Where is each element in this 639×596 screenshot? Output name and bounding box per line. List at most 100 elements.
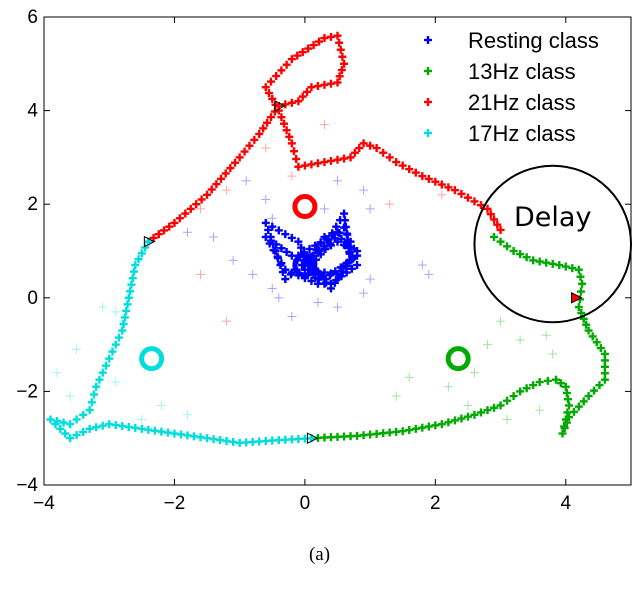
trajectory-point [496, 225, 505, 234]
trajectory-point [226, 164, 235, 173]
legend-label: 21Hz class [468, 90, 576, 115]
trajectory-point [338, 264, 347, 273]
trajectory-point [212, 180, 221, 189]
trajectory-point [98, 368, 107, 377]
trajectory-point [340, 240, 349, 249]
faint-sample-point [98, 302, 108, 312]
faint-sample-point [535, 405, 545, 415]
trajectory-point [51, 420, 60, 429]
trajectory-point [418, 172, 427, 181]
legend-label: 13Hz class [468, 59, 576, 84]
x-tick-label: −2 [164, 493, 186, 514]
faint-sample-point [463, 400, 473, 410]
trajectory-point [277, 244, 286, 253]
figure-caption: (a) [308, 544, 331, 565]
trajectory-point [320, 34, 329, 43]
trajectory-point [90, 390, 99, 399]
trajectory-point [259, 124, 268, 133]
faint-sample-point [437, 190, 447, 200]
faint-sample-point [548, 349, 558, 359]
trajectory-point [122, 306, 131, 315]
trajectory-point [529, 256, 538, 265]
faint-class-samples [52, 120, 558, 424]
trajectory-point [535, 378, 544, 387]
class-center-ring [445, 346, 471, 372]
trajectory-point [120, 313, 129, 322]
legend-label: 17Hz class [468, 121, 576, 146]
trajectory-point [332, 222, 341, 231]
trajectory-point [353, 261, 362, 270]
trajectory-point [342, 268, 351, 277]
trajectory-point [235, 153, 244, 162]
trajectory-point [282, 126, 291, 135]
trajectory-point [556, 379, 565, 388]
trajectory-point [105, 354, 114, 363]
y-tick-label: 4 [27, 101, 38, 122]
y-tick-label: −2 [16, 381, 38, 402]
trajectory-point [287, 98, 296, 107]
trajectory-point [118, 326, 127, 335]
trajectory-point [348, 252, 357, 261]
segment-marker [143, 235, 156, 248]
trajectory-point [405, 165, 414, 174]
trajectory-point [281, 230, 290, 239]
trajectory-point [261, 218, 270, 227]
trajectory-point [126, 287, 135, 296]
y-tick-label: −4 [16, 475, 38, 496]
faint-sample-point [267, 283, 277, 293]
trajectory-point [366, 141, 375, 150]
trajectory-point [298, 48, 307, 57]
trajectory-point [509, 392, 518, 401]
faint-sample-point [359, 185, 369, 195]
faint-sample-point [274, 293, 284, 303]
trajectory-point [192, 200, 201, 209]
class-center-ring [292, 194, 318, 220]
trajectory-point [72, 431, 81, 440]
trajectory-point [522, 384, 531, 393]
trajectory-point [350, 148, 359, 157]
trajectory-marker [571, 291, 583, 304]
faint-sample-point [541, 330, 551, 340]
trajectory-point [345, 247, 354, 256]
faint-sample-point [72, 344, 82, 354]
trajectory-point [503, 242, 512, 251]
trajectory-point [108, 347, 117, 356]
faint-sample-point [241, 176, 251, 186]
trajectory-point [337, 66, 346, 75]
trajectory-point [516, 250, 525, 259]
faint-sample-point [385, 199, 395, 209]
trajectory-point [278, 268, 287, 277]
trajectory-point [313, 279, 322, 288]
faint-sample-point [248, 269, 258, 279]
trajectory-point [355, 144, 364, 153]
trajectory-point [437, 420, 446, 429]
faint-sample-point [333, 176, 342, 186]
faint-sample-point [156, 400, 166, 410]
faint-sample-point [196, 269, 206, 279]
faint-sample-point [424, 269, 434, 279]
trajectory-point [321, 275, 330, 284]
trajectory-point [450, 416, 459, 425]
faint-sample-point [417, 260, 427, 270]
legend-marker [424, 36, 432, 44]
trajectory-point [569, 407, 578, 416]
trajectory-point [588, 332, 597, 341]
trajectory-point [562, 418, 571, 427]
trajectory-point [298, 261, 307, 270]
trajectory-point [335, 38, 344, 47]
trajectory-point [266, 113, 275, 122]
trajectory-point [231, 158, 240, 167]
trajectory-point [123, 300, 132, 309]
faint-sample-point [222, 185, 232, 195]
legend-marker [424, 98, 432, 106]
trajectory-point [470, 197, 479, 206]
faint-sample-point [502, 414, 512, 424]
trajectory-point [282, 60, 291, 69]
trajectory-point [66, 420, 75, 429]
trajectory-point [316, 239, 325, 248]
trajectory-point [160, 226, 169, 235]
trajectory-point [293, 51, 302, 60]
faint-sample-point [261, 143, 271, 153]
trajectory-point [304, 44, 313, 53]
trajectory-point [271, 100, 280, 109]
